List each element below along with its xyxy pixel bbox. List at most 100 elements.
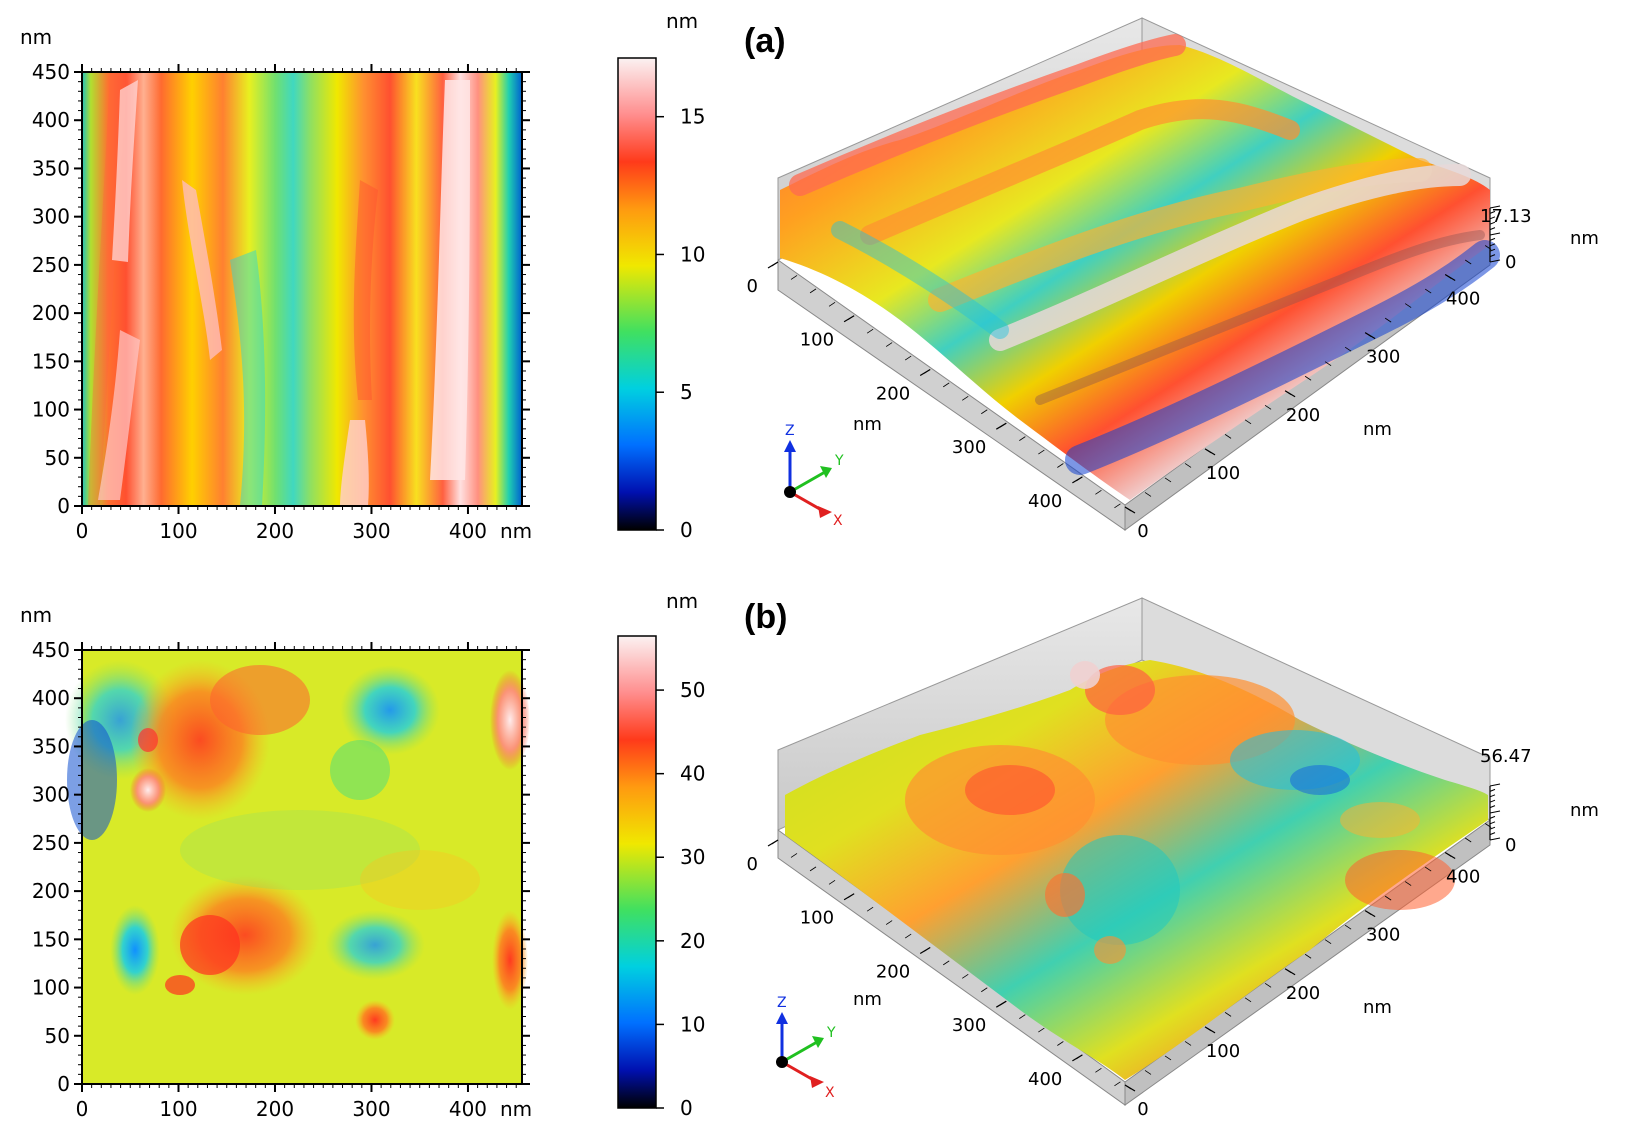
left-axis-minor bbox=[962, 395, 969, 401]
z-axis-tick bbox=[1489, 799, 1496, 803]
x-tick-label: 400 bbox=[449, 519, 487, 543]
left-axis-minor bbox=[790, 853, 798, 858]
left-axis-minor bbox=[1114, 503, 1121, 509]
colorbar-a: 15 10 5 0 nm bbox=[617, 9, 705, 542]
map2d-a-y-ticks: 450 400 350 300 250 200 150 100 50 0 bbox=[32, 60, 530, 518]
map3d-b-zmax: 56.47 bbox=[1480, 746, 1532, 767]
triad-b-y: Y bbox=[826, 1025, 836, 1041]
z-axis-tick bbox=[1489, 243, 1496, 247]
y-tick-label: 450 bbox=[32, 60, 70, 84]
left-axis-minor bbox=[1000, 422, 1007, 428]
y-tick-label: 300 bbox=[32, 205, 70, 229]
map3d-b-right-axis: 0 100 200 300 400 bbox=[1124, 823, 1492, 1120]
x-tick-label: 300 bbox=[352, 1097, 390, 1121]
y-tick-label: 100 bbox=[32, 398, 70, 422]
colorbar-tick-label: 10 bbox=[680, 242, 705, 266]
y-tick-label: 200 bbox=[32, 301, 70, 325]
left-axis-label: 200 bbox=[876, 383, 910, 404]
left-axis-minor bbox=[885, 920, 893, 925]
right-axis-minor bbox=[1244, 419, 1252, 425]
y-tick-label: 50 bbox=[45, 1024, 70, 1048]
left-axis-minor bbox=[1019, 1014, 1026, 1019]
colorbar-tick-label: 0 bbox=[680, 518, 693, 542]
left-axis-label: 100 bbox=[800, 330, 834, 351]
right-axis-minor bbox=[1184, 463, 1192, 468]
y-tick-label: 250 bbox=[32, 253, 70, 277]
left-axis-minor bbox=[866, 328, 874, 334]
map3d-b-z-axis bbox=[1489, 783, 1501, 841]
x-tick-label: 200 bbox=[256, 1097, 294, 1121]
z-axis-tick bbox=[1489, 805, 1496, 809]
right-axis-minor bbox=[1464, 259, 1472, 265]
map3d-a-zmax: 17.13 bbox=[1480, 206, 1532, 227]
right-axis-minor bbox=[1384, 317, 1392, 323]
map3d-a-z-axis bbox=[1489, 205, 1501, 263]
right-axis-label: 400 bbox=[1446, 867, 1480, 888]
colorbar-b-unit: nm bbox=[666, 589, 698, 613]
right-axis-minor bbox=[1124, 1084, 1132, 1090]
map2d-a: 450 400 350 300 250 200 150 100 50 0 0 100 200 300 40… bbox=[20, 25, 532, 543]
map3d-a-zunit: nm bbox=[1570, 228, 1599, 249]
map2d-b-x-unit: nm bbox=[500, 1097, 532, 1121]
right-axis-minor bbox=[1404, 303, 1412, 308]
right-axis-minor bbox=[1264, 404, 1272, 410]
left-axis-minor bbox=[847, 893, 855, 899]
left-axis-minor bbox=[771, 839, 779, 845]
left-axis-minor bbox=[885, 342, 893, 347]
right-axis-label: 300 bbox=[1366, 347, 1400, 368]
x-tick-label: 100 bbox=[159, 1097, 197, 1121]
z-axis-tick bbox=[1489, 205, 1501, 209]
colorbar-tick-label: 50 bbox=[680, 678, 705, 702]
triad-b-x: X bbox=[825, 1085, 835, 1101]
y-tick-label: 400 bbox=[32, 686, 70, 710]
z-axis-tick bbox=[1489, 259, 1501, 263]
z-axis-tick bbox=[1489, 837, 1501, 841]
y-tick-label: 150 bbox=[32, 349, 70, 373]
z-axis-tick bbox=[1489, 815, 1496, 819]
panel-b-label: (b) bbox=[744, 598, 787, 636]
map2d-a-frame bbox=[81, 71, 523, 507]
right-axis-label: 0 bbox=[1137, 1099, 1148, 1120]
z-axis-tick bbox=[1489, 227, 1496, 231]
right-axis-minor bbox=[1324, 361, 1332, 367]
z-axis-tick bbox=[1489, 794, 1496, 798]
left-axis-minor bbox=[923, 369, 931, 374]
right-axis-minor bbox=[1324, 939, 1332, 945]
right-axis-minor bbox=[1184, 1041, 1192, 1046]
left-axis-minor bbox=[847, 315, 855, 321]
colorbar-a-ticks: 15 10 5 0 bbox=[656, 105, 705, 542]
x-tick-label: 200 bbox=[256, 519, 294, 543]
map3d-b-left-axis: 0 100 200 300 400 bbox=[747, 839, 1121, 1090]
colorbar-tick-label: 10 bbox=[680, 1012, 705, 1036]
right-axis-label: 400 bbox=[1446, 289, 1480, 310]
z-axis-tick bbox=[1489, 788, 1496, 792]
left-axis-label: 0 bbox=[747, 854, 758, 875]
left-axis-minor bbox=[904, 933, 912, 939]
z-axis-tick bbox=[1489, 783, 1501, 787]
colorbar-tick-label: 30 bbox=[680, 845, 705, 869]
z-axis-tick bbox=[1489, 216, 1496, 220]
left-axis-minor bbox=[1095, 1068, 1102, 1073]
triad-a-y: Y bbox=[834, 453, 844, 469]
colorbar-b: 50 40 30 20 10 0 nm bbox=[617, 589, 705, 1120]
triad-b: Z Y X bbox=[776, 995, 836, 1101]
y-tick-label: 450 bbox=[32, 638, 70, 662]
colorbar-tick-label: 0 bbox=[680, 1096, 693, 1120]
y-tick-label: 0 bbox=[57, 494, 70, 518]
left-axis-minor bbox=[981, 987, 988, 993]
x-tick-label: 400 bbox=[449, 1097, 487, 1121]
left-axis-minor bbox=[771, 261, 779, 267]
map3d-a-left-unit: nm bbox=[853, 414, 882, 435]
left-axis-minor bbox=[866, 906, 874, 912]
map2d-b-frame bbox=[81, 649, 523, 1085]
right-axis-minor bbox=[1124, 506, 1132, 512]
left-axis-label: 300 bbox=[952, 1015, 986, 1036]
left-axis-minor bbox=[828, 879, 836, 885]
left-axis-minor bbox=[981, 409, 988, 415]
left-axis-label: 0 bbox=[747, 276, 758, 297]
map3d-b-right-unit: nm bbox=[1363, 997, 1392, 1018]
colorbar-b-ticks: 50 40 30 20 10 0 bbox=[656, 678, 705, 1120]
triad-a-x: X bbox=[833, 513, 843, 529]
left-axis-label: 300 bbox=[952, 437, 986, 458]
